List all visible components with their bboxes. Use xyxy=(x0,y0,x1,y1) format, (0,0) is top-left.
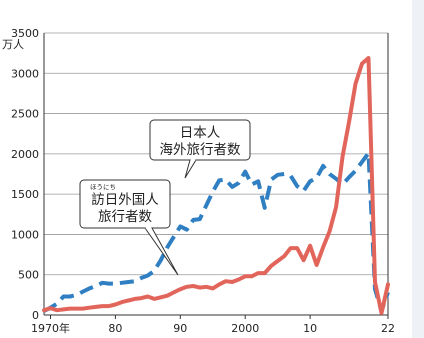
callout-box xyxy=(79,179,171,229)
x-tick-label: 80 xyxy=(108,322,122,335)
callout-label-line: 海外旅行者数 xyxy=(160,142,241,158)
callout-label-line: 旅行者数 xyxy=(98,209,152,225)
y-tick-label: 2000 xyxy=(11,148,39,161)
y-axis-unit-label: 万人 xyxy=(2,38,24,51)
y-tick-label: 500 xyxy=(18,269,39,282)
y-tick-label: 1000 xyxy=(11,228,39,241)
y-tick-label: 0 xyxy=(32,309,39,322)
callout-pointer xyxy=(184,159,197,179)
series-line-japanese-outbound xyxy=(43,151,390,313)
callout-label-line: 訪日外国人 xyxy=(91,192,159,208)
x-tick-label: 90 xyxy=(173,322,187,335)
y-tick-label: 3500 xyxy=(11,27,39,40)
callout-label-line: 日本人 xyxy=(180,125,221,141)
callout-ruby: ほうにち xyxy=(90,183,116,191)
y-tick-label: 3000 xyxy=(11,67,39,80)
x-tick-label: 22 xyxy=(381,322,395,335)
chart-panel: 0 500 1000 1500 2000 2500 3000 3500 1970年 80 90 20… xyxy=(0,0,412,338)
x-tick-label: 2000 xyxy=(231,322,259,335)
x-tick-label: 1970年 xyxy=(31,321,70,335)
y-tick-label: 2500 xyxy=(11,108,39,121)
series-line-inbound-visitors xyxy=(42,56,390,315)
x-tick-label: 10 xyxy=(303,322,317,335)
y-tick-label: 1500 xyxy=(11,188,39,201)
callout-pointer xyxy=(144,227,179,276)
line-chart: 0 500 1000 1500 2000 2500 3000 3500 1970年 80 90 20… xyxy=(2,27,395,335)
callout-box xyxy=(149,119,251,161)
